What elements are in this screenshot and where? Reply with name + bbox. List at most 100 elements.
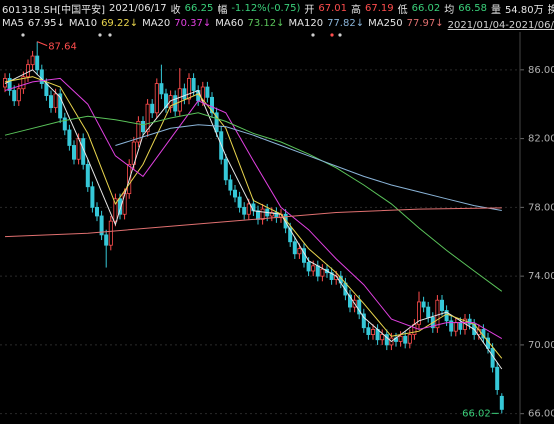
candle-body (16, 88, 21, 102)
legend-value: 69.22↓ (101, 17, 139, 29)
candle-body (306, 261, 311, 272)
y-tick-label: 86.00 (528, 65, 554, 76)
candle-body (53, 93, 58, 109)
field-value: -1.12%(-0.75) (231, 2, 301, 14)
range: 2021/01/04-2021/06/17(109日) (447, 19, 554, 31)
candle-body (499, 395, 504, 410)
field-value: 54.80万 (504, 4, 544, 16)
ma-line (4, 112, 503, 292)
candle-body (416, 301, 421, 325)
date: 2021/06/17 (109, 2, 167, 14)
candle-body (177, 88, 182, 112)
candle-body (242, 206, 247, 215)
candle-body (237, 196, 242, 208)
candle-body (439, 299, 444, 311)
candle-body (495, 366, 500, 391)
field-value: 66.58 (458, 2, 487, 14)
candle-body (136, 121, 141, 143)
y-tick-label: 70.00 (528, 340, 554, 351)
legend-value: 67.95↓ (27, 17, 65, 29)
candle-body (58, 93, 63, 119)
field-label: 开 (304, 4, 315, 16)
field-value: 66.25 (184, 2, 214, 14)
field-label: 换 (547, 4, 554, 16)
candle-body (163, 93, 168, 109)
candle-body (347, 294, 352, 308)
field-label: 收 (170, 4, 181, 16)
candle-body (39, 69, 44, 84)
candle-body (49, 95, 54, 109)
field-label: 幅 (217, 4, 228, 16)
legend-name: MA250 (368, 17, 403, 29)
candle-body (292, 241, 297, 255)
field-value: 67.01 (318, 2, 348, 14)
candle-body (255, 210, 260, 220)
candle-body (72, 145, 77, 160)
candle-body (357, 299, 362, 315)
ma-line (115, 124, 502, 211)
candle-body (260, 208, 265, 220)
candle-body (154, 83, 159, 114)
candle-body (168, 95, 173, 109)
annotation-arrow (37, 41, 48, 47)
symbol: 601318.SH[中国平安] (2, 4, 106, 16)
candle-body (150, 103, 155, 114)
candle-body (25, 64, 30, 78)
legend-name: MA120 (288, 17, 324, 29)
candle-body (361, 313, 366, 329)
candle-body (12, 90, 17, 102)
candle-body (99, 215, 104, 236)
legend-value: 77.82↓ (327, 17, 365, 29)
field-label: 均 (444, 4, 455, 16)
candle-body (398, 335, 403, 342)
candle-body (145, 103, 150, 133)
candle-body (205, 86, 210, 98)
candle-body (228, 179, 233, 191)
candle-body (329, 272, 334, 280)
candle-body (159, 83, 164, 95)
candle-body (85, 163, 90, 188)
candle-body (449, 320, 454, 332)
y-tick-label: 74.00 (528, 271, 554, 282)
legend-name: MA60 (215, 17, 244, 29)
candle-body (297, 248, 302, 255)
candle-body (7, 78, 12, 91)
candle-body (35, 55, 40, 71)
candle-body (108, 220, 113, 246)
event-markers (21, 33, 342, 37)
candle-body (246, 203, 251, 215)
legend-value: 70.37↓ (174, 17, 212, 29)
legend-value: 77.97↓ (406, 17, 444, 29)
candle-body (444, 310, 449, 322)
candle-body (223, 158, 228, 181)
candle-body (421, 301, 426, 308)
candle-body (232, 189, 237, 198)
candle-body (407, 334, 412, 344)
candle-body (62, 117, 67, 131)
y-tick-label: 66.00 (528, 409, 554, 420)
candle-body (182, 88, 187, 100)
candle-body (209, 96, 214, 114)
candle-body (21, 76, 26, 90)
candle-body (366, 327, 371, 335)
candle-body (113, 198, 118, 222)
candle-body (95, 206, 100, 217)
ma-line (4, 69, 503, 370)
candle-body (186, 78, 191, 100)
min-label: 66.02 (462, 408, 491, 419)
legend-value: 73.12↓ (247, 17, 285, 29)
candle-body (288, 227, 293, 243)
candle-body (118, 198, 123, 215)
candle-body (311, 265, 316, 272)
candle-body (122, 193, 127, 215)
legend-name: MA10 (68, 17, 98, 29)
candle-body (435, 299, 440, 329)
candle-body (214, 112, 219, 133)
candle-body (90, 186, 95, 208)
legend-name: MA20 (142, 17, 171, 29)
field-label: 高 (351, 4, 362, 16)
legend-name: MA5 (2, 17, 24, 29)
field-label: 低 (397, 4, 408, 16)
ma-line (4, 76, 503, 359)
